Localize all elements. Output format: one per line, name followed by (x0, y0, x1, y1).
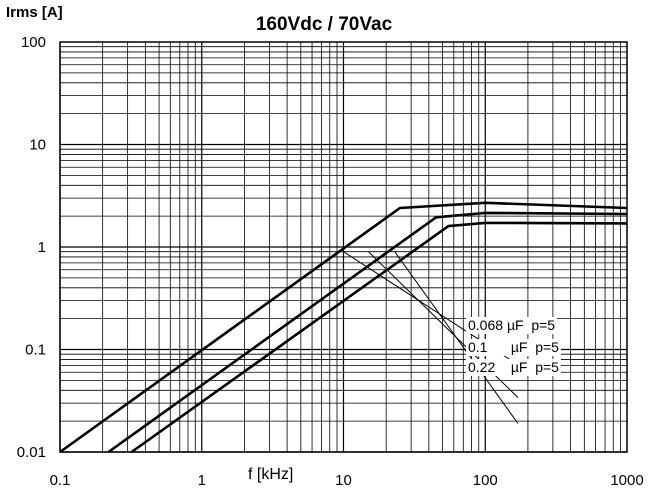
legend-entry-01uf: 0.1 µF p=5 (466, 339, 561, 356)
x-tick-label: 1 (198, 472, 206, 489)
legend-entry-022uf: 0.22 µF p=5 (466, 359, 561, 376)
legend-unit: µF (510, 359, 528, 375)
x-tick-label: 0.1 (50, 472, 71, 489)
legend-entry-0068uf: 0.068 µF p=5 (466, 317, 558, 334)
y-tick-label: 0.1 (25, 342, 46, 359)
x-tick-label: 1000 (610, 472, 643, 489)
y-tick-label: 0.01 (17, 444, 46, 461)
legend-p: p=5 (535, 339, 559, 355)
legend-p: p=5 (531, 317, 556, 333)
x-axis-label: f [kHz] (248, 466, 294, 483)
y-tick-label: 10 (29, 137, 46, 154)
legend-leader-line (394, 251, 519, 424)
legend-unit: µF (510, 339, 528, 355)
legend-capacitance: 0.1 (468, 339, 488, 355)
y-tick-label: 1 (38, 239, 46, 256)
x-tick-label: 10 (335, 472, 352, 489)
legend-capacitance: 0.22 (468, 359, 496, 375)
legend-capacitance: 0.068 (468, 317, 504, 333)
series-line (59, 201, 628, 454)
y-tick-label: 100 (21, 34, 46, 51)
legend-unit: µF (506, 317, 524, 333)
series-line (130, 221, 628, 454)
series-line (107, 211, 628, 454)
chart-title: 160Vdc / 70Vac (255, 14, 393, 35)
legend-p: p=5 (535, 359, 559, 375)
y-axis-label: Irms [A] (6, 4, 63, 21)
plot-frame (59, 41, 628, 453)
x-tick-label: 100 (473, 472, 498, 489)
